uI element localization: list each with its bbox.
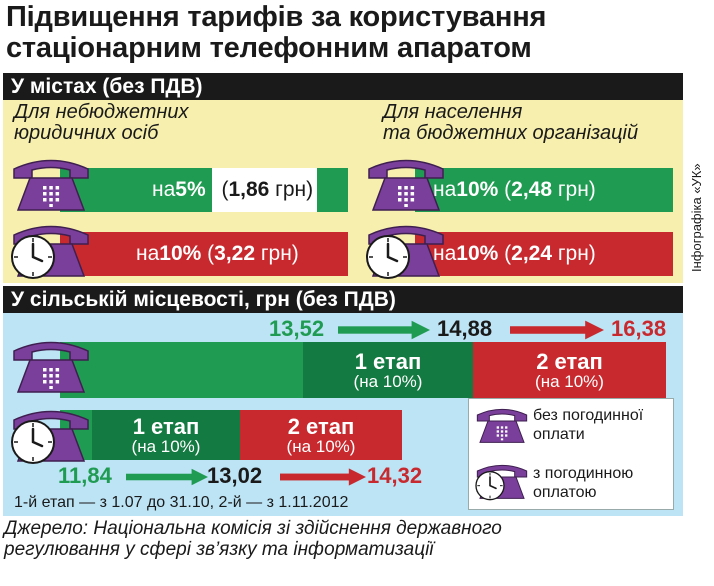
cities-right-with-hourly-bar: на 10% ( 2,24 грн) <box>415 232 673 276</box>
infographic-title: Підвищення тарифів за користування стаці… <box>6 2 546 64</box>
rural-with-stage2-bar: 2 етап (на 10%) <box>240 410 402 460</box>
rural-with-stage1-title: 1 етап <box>132 413 200 439</box>
cities-right-without-price: 2,48 <box>511 178 553 201</box>
phone-icon <box>472 404 532 446</box>
phone-icon <box>6 336 96 396</box>
cities-right-subhead: Для населення та бюджетних організацій <box>383 102 638 144</box>
source-note: Джерело: Національна комісія зі здійснен… <box>4 518 502 560</box>
rural-without-stage1-title: 1 етап <box>354 348 422 374</box>
rural-with-stage2-title: 2 етап <box>287 413 355 439</box>
source-line-1: Джерело: Національна комісія зі здійснен… <box>4 518 502 539</box>
source-line-2: регулювання у сфері зв’язку та інформати… <box>4 539 434 560</box>
rural-with-start-value: 11,84 <box>58 463 112 488</box>
cities-right-without-paren: ( <box>498 178 512 201</box>
cities-left-without-price: 1,86 <box>228 178 270 201</box>
cities-left-with-hourly-bar: на 10% ( 3,22 грн) <box>60 232 348 276</box>
legend-with-hourly: з погодинною оплатою <box>533 464 633 502</box>
cities-left-without-paren: ( <box>215 178 229 201</box>
cities-right-subhead-line1: Для населення <box>383 101 523 123</box>
cities-right-without-hourly-bar: на 10% ( 2,48 грн) <box>415 168 673 212</box>
rural-without-stage1-bar: 1 етап (на 10%) <box>303 342 473 398</box>
rural-with-stage1-value: 13,02 <box>207 463 263 488</box>
rural-without-stage1-sub: (на 10%) <box>353 371 423 391</box>
phone-clock-icon <box>6 220 96 280</box>
rural-with-stage1-sub: (на 10%) <box>131 436 201 456</box>
rural-without-stage2-value: 16,38 <box>611 316 667 341</box>
cities-left-with-paren: ( <box>201 242 215 265</box>
rural-with-stage1-bar: 1 етап (на 10%) <box>92 410 240 460</box>
phone-clock-icon <box>6 405 96 465</box>
stage-dates-note: 1-й етап — з 1.07 до 31.10, 2-й — з 1.11… <box>14 494 349 511</box>
cities-right-with-paren: ( <box>498 242 512 265</box>
cities-left-with-pct: 10% <box>159 242 202 265</box>
cities-right-without-prefix: на <box>433 178 457 201</box>
cities-left-subhead-line1: Для небюджетних <box>14 101 189 123</box>
phone-icon <box>6 154 96 214</box>
cities-right-with-prefix: на <box>433 242 457 265</box>
right-arrow-icon <box>280 467 366 492</box>
legend-with-line2: оплатою <box>533 484 597 501</box>
rural-without-stage2-title: 2 етап <box>536 348 603 374</box>
cities-left-with-unit: грн) <box>255 242 299 265</box>
cities-right-with-price: 2,24 <box>511 242 553 265</box>
phone-clock-icon <box>472 460 532 502</box>
cities-right-subhead-line2: та бюджетних організацій <box>383 122 639 144</box>
cities-left-without-hourly-bar: на 5% ( 1,86 грн) <box>60 168 348 212</box>
cities-left-without-prefix: на <box>152 178 176 201</box>
legend-without-line2: оплати <box>533 426 585 443</box>
title-line-2: стаціонарним телефонним апаратом <box>6 32 532 64</box>
rural-with-stage2-sub: (на 10%) <box>286 436 356 456</box>
rural-with-stage2-value: 14,32 <box>367 463 423 488</box>
rural-without-stage2-bar: 2 етап (на 10%) <box>473 342 666 398</box>
cities-left-without-pct: 5% <box>175 178 206 201</box>
rural-without-stage2-sub: (на 10%) <box>535 371 604 391</box>
legend-without-hourly: без погодинної оплати <box>533 406 643 444</box>
cities-right-with-unit: грн) <box>552 242 596 265</box>
cities-right-without-unit: грн) <box>552 178 596 201</box>
phone-icon <box>361 154 451 214</box>
rural-section-header: У сільській місцевості, грн (без ПДВ) <box>3 286 683 313</box>
rural-without-base-bar <box>60 342 303 398</box>
cities-left-with-prefix: на <box>136 242 160 265</box>
rural-without-stage1-value: 14,88 <box>437 316 493 341</box>
cities-section-header: У містах (без ПДВ) <box>3 73 683 100</box>
cities-left-without-price-box: ( 1,86 грн) <box>211 168 318 212</box>
cities-left-with-price: 3,22 <box>214 242 256 265</box>
cities-left-subhead-line2: юридичних осіб <box>14 122 159 144</box>
title-line-1: Підвищення тарифів за користування <box>6 1 547 33</box>
cities-left-subhead: Для небюджетних юридичних осіб <box>14 102 189 144</box>
phone-clock-icon <box>361 220 451 280</box>
infographic-credit: Інфографіка «УК» <box>689 163 704 272</box>
right-arrow-icon <box>126 467 208 492</box>
legend-without-line1: без погодинної <box>533 407 644 424</box>
cities-right-with-pct: 10% <box>456 242 499 265</box>
cities-left-without-unit: грн) <box>269 178 314 201</box>
legend-with-line1: з погодинною <box>533 465 634 482</box>
rural-without-start-value: 13,52 <box>269 316 325 341</box>
cities-right-without-pct: 10% <box>456 178 499 201</box>
